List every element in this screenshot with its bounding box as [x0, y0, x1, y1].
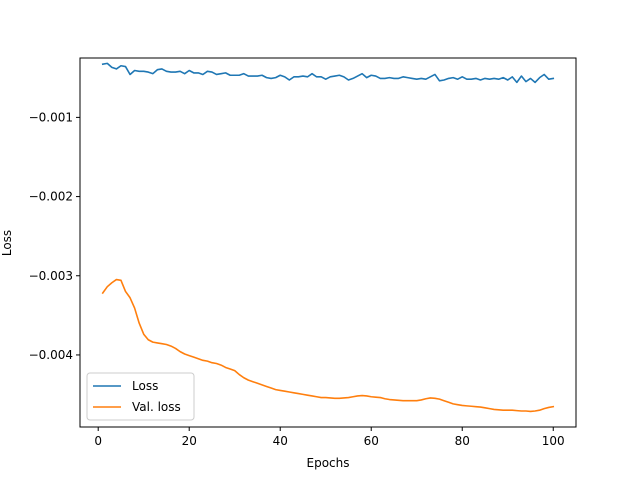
y-axis: −0.001 −0.002 −0.003 −0.004 — [29, 110, 80, 362]
series-line-val-loss — [101, 278, 555, 413]
x-tick-label: 100 — [542, 434, 565, 448]
y-tick-label: −0.004 — [29, 348, 73, 362]
plot-frame — [79, 57, 577, 428]
x-tick-label: 20 — [182, 434, 197, 448]
y-tick-label: −0.001 — [29, 110, 73, 124]
series-layer — [101, 62, 555, 413]
x-tick-label: 40 — [273, 434, 288, 448]
legend-label-loss: Loss — [132, 379, 158, 393]
y-tick-label: −0.002 — [29, 190, 73, 204]
x-axis-label: Epochs — [307, 456, 350, 470]
y-axis-label: Loss — [0, 230, 14, 256]
series-line-loss — [101, 62, 555, 84]
legend: Loss Val. loss — [86, 372, 195, 421]
x-tick-label: 60 — [364, 434, 379, 448]
y-tick-label: −0.003 — [29, 269, 73, 283]
legend-frame — [86, 372, 195, 421]
x-tick-label: 80 — [455, 434, 470, 448]
x-tick-label: 0 — [94, 434, 102, 448]
legend-label-val-loss: Val. loss — [132, 400, 181, 414]
x-axis: 0 20 40 60 80 100 — [94, 427, 565, 448]
